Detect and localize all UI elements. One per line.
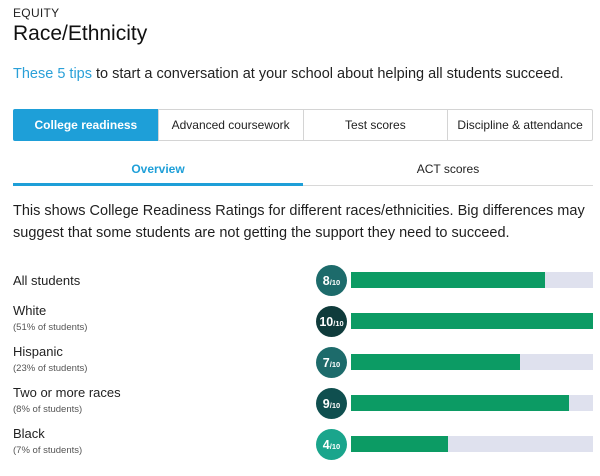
- rating-bar-track: [351, 313, 593, 329]
- sub-tabs: Overview ACT scores: [13, 153, 593, 186]
- group-name: Two or more races: [13, 385, 121, 400]
- rating-circle: 7/10: [316, 347, 347, 378]
- tips-line: These 5 tips to start a conversation at …: [13, 66, 564, 82]
- group-label: Two or more races (8% of students): [13, 385, 121, 417]
- tab-college-readiness[interactable]: College readiness: [13, 109, 159, 141]
- group-share: (23% of students): [13, 363, 88, 374]
- rating-circle: 10/10: [316, 306, 347, 337]
- section-eyebrow: EQUITY: [13, 6, 60, 20]
- rating-row: White (51% of students) 10/10: [13, 303, 593, 344]
- group-label: Black (7% of students): [13, 426, 82, 458]
- rating-bar-track: [351, 395, 593, 411]
- tips-text: to start a conversation at your school a…: [92, 66, 564, 82]
- group-label: All students: [13, 262, 80, 299]
- group-label: White (51% of students): [13, 303, 87, 335]
- rating-score: 4: [322, 437, 330, 452]
- rating-bar-fill: [351, 313, 593, 329]
- rating-out-of: /10: [329, 359, 341, 369]
- rating-row: Two or more races (8% of students) 9/10: [13, 385, 593, 426]
- rating-score: 8: [322, 273, 330, 288]
- subtab-act-scores[interactable]: ACT scores: [416, 162, 480, 176]
- rating-circle: 8/10: [316, 265, 347, 296]
- rating-out-of: /10: [329, 277, 341, 287]
- rating-bar-track: [351, 436, 593, 452]
- tips-link[interactable]: These 5 tips: [13, 66, 92, 82]
- tab-test-scores[interactable]: Test scores: [302, 109, 449, 141]
- rating-out-of: /10: [329, 441, 341, 451]
- group-name: Hispanic: [13, 344, 63, 359]
- tab-advanced-coursework[interactable]: Advanced coursework: [157, 109, 304, 141]
- group-share: (7% of students): [13, 445, 83, 456]
- tab-discipline-attendance[interactable]: Discipline & attendance: [447, 109, 593, 141]
- group-name: Black: [13, 426, 45, 441]
- rating-row: Hispanic (23% of students) 7/10: [13, 344, 593, 385]
- rating-row: All students 8/10: [13, 262, 593, 303]
- subtab-overview[interactable]: Overview: [13, 153, 303, 186]
- group-name: White: [13, 303, 47, 318]
- description-text: This shows College Readiness Ratings for…: [13, 203, 585, 241]
- rating-score: 10: [319, 314, 334, 329]
- group-name: All students: [13, 273, 81, 288]
- rating-bar-fill: [351, 354, 521, 370]
- ratings-list: All students 8/10 White (51% of students…: [13, 262, 593, 467]
- rating-score: 9: [322, 396, 330, 411]
- group-share: (51% of students): [13, 322, 88, 333]
- page-title: Race/Ethnicity: [13, 22, 148, 45]
- rating-out-of: /10: [329, 400, 341, 410]
- rating-circle: 9/10: [316, 388, 347, 419]
- rating-row: Black (7% of students) 4/10: [13, 426, 593, 467]
- rating-bar-track: [351, 354, 593, 370]
- group-share: (8% of students): [13, 404, 83, 415]
- rating-bar-fill: [351, 272, 545, 288]
- rating-bar-fill: [351, 436, 448, 452]
- rating-circle: 4/10: [316, 429, 347, 460]
- rating-bar-fill: [351, 395, 569, 411]
- group-label: Hispanic (23% of students): [13, 344, 87, 376]
- rating-bar-track: [351, 272, 593, 288]
- rating-out-of: /10: [333, 318, 344, 328]
- category-tabs: College readiness Advanced coursework Te…: [13, 109, 593, 141]
- rating-score: 7: [322, 355, 330, 370]
